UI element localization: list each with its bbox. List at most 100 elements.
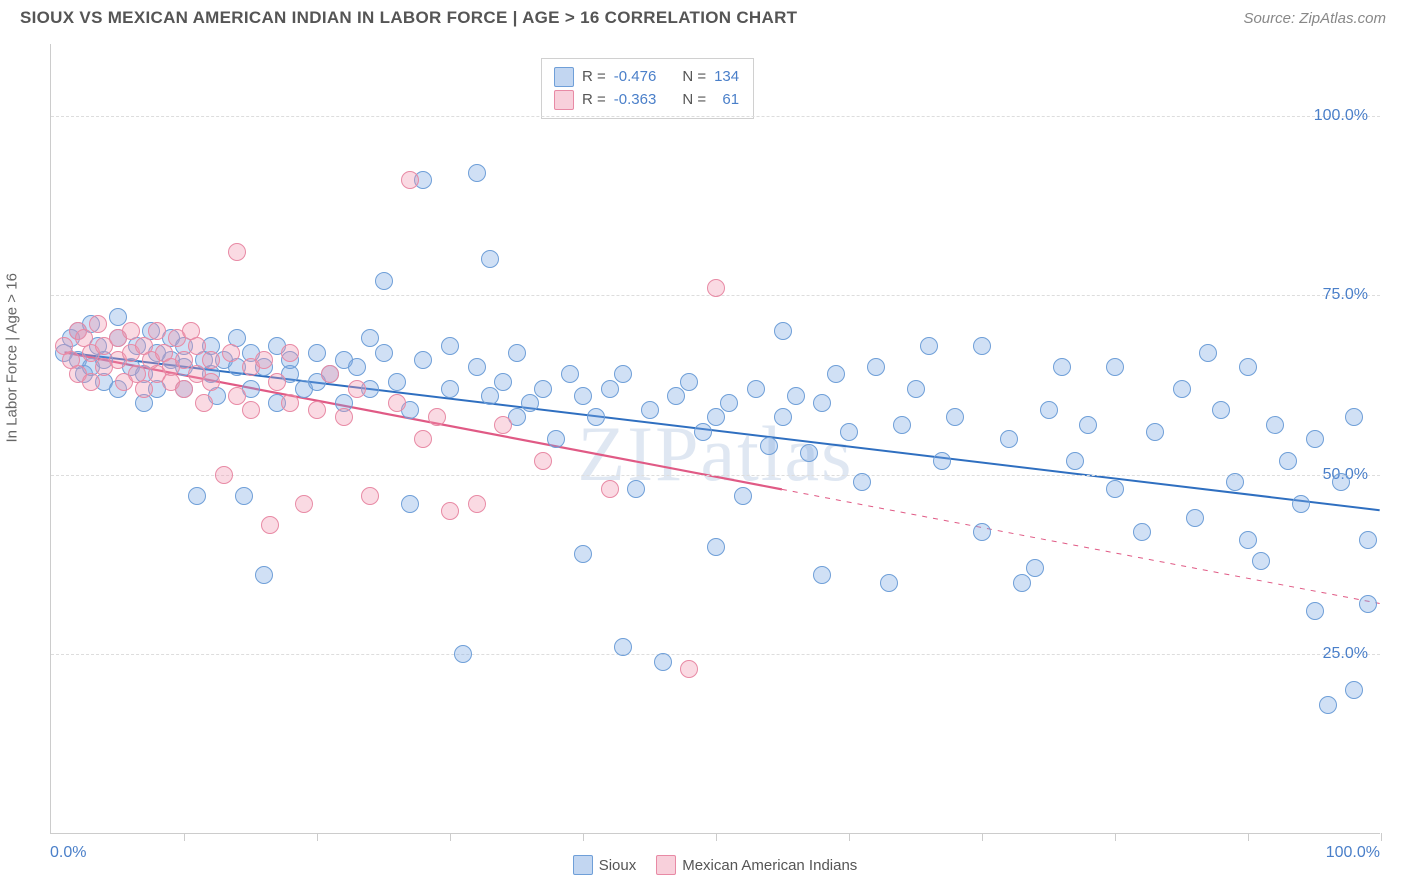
data-point (281, 344, 299, 362)
data-point (481, 250, 499, 268)
x-tick (450, 833, 451, 841)
data-point (361, 487, 379, 505)
data-point (534, 452, 552, 470)
data-point (89, 315, 107, 333)
legend-label: Mexican American Indians (682, 857, 857, 874)
data-point (428, 408, 446, 426)
data-point (109, 308, 127, 326)
data-point (893, 416, 911, 434)
data-point (1239, 358, 1257, 376)
legend-label: Sioux (599, 857, 637, 874)
n-label: N = (682, 65, 706, 88)
trend-lines (51, 44, 1380, 833)
legend-item: Mexican American Indians (656, 855, 857, 875)
data-point (361, 329, 379, 347)
legend-item: Sioux (573, 855, 637, 875)
x-tick (1248, 833, 1249, 841)
data-point (281, 394, 299, 412)
gridline (51, 475, 1380, 476)
data-point (1319, 696, 1337, 714)
data-point (574, 387, 592, 405)
x-tick (583, 833, 584, 841)
data-point (414, 351, 432, 369)
data-point (1173, 380, 1191, 398)
data-point (321, 365, 339, 383)
data-point (880, 574, 898, 592)
chart-container: In Labor Force | Age > 16 ZIPatlas R =-0… (0, 34, 1406, 884)
data-point (414, 430, 432, 448)
data-point (122, 322, 140, 340)
data-point (587, 408, 605, 426)
data-point (720, 394, 738, 412)
x-tick (317, 833, 318, 841)
data-point (813, 566, 831, 584)
data-point (601, 380, 619, 398)
data-point (680, 373, 698, 391)
data-point (707, 408, 725, 426)
data-point (1199, 344, 1217, 362)
correlation-legend: R =-0.476N =134R =-0.363N = 61 (541, 58, 754, 119)
data-point (774, 322, 792, 340)
data-point (1252, 552, 1270, 570)
x-tick (1381, 833, 1382, 841)
data-point (494, 416, 512, 434)
data-point (867, 358, 885, 376)
data-point (202, 351, 220, 369)
data-point (375, 344, 393, 362)
legend-row: R =-0.363N = 61 (554, 88, 739, 111)
data-point (175, 380, 193, 398)
data-point (508, 344, 526, 362)
y-tick-label: 75.0% (1323, 286, 1368, 304)
data-point (1146, 423, 1164, 441)
gridline (51, 654, 1380, 655)
data-point (348, 380, 366, 398)
data-point (335, 408, 353, 426)
data-point (1186, 509, 1204, 527)
data-point (747, 380, 765, 398)
data-point (261, 516, 279, 534)
data-point (614, 365, 632, 383)
data-point (840, 423, 858, 441)
data-point (308, 344, 326, 362)
data-point (401, 171, 419, 189)
data-point (308, 401, 326, 419)
data-point (494, 373, 512, 391)
data-point (707, 538, 725, 556)
data-point (1306, 602, 1324, 620)
data-point (813, 394, 831, 412)
y-tick-label: 25.0% (1323, 645, 1368, 663)
x-tick (982, 833, 983, 841)
data-point (1133, 523, 1151, 541)
legend-swatch (573, 855, 593, 875)
data-point (547, 430, 565, 448)
data-point (268, 373, 286, 391)
data-point (468, 358, 486, 376)
data-point (973, 523, 991, 541)
legend-swatch (656, 855, 676, 875)
data-point (627, 480, 645, 498)
data-point (1079, 416, 1097, 434)
plot-area: ZIPatlas R =-0.476N =134R =-0.363N = 61 … (50, 44, 1380, 834)
data-point (1345, 681, 1363, 699)
data-point (388, 394, 406, 412)
data-point (228, 387, 246, 405)
r-label: R = (582, 88, 606, 111)
data-point (441, 502, 459, 520)
data-point (401, 495, 419, 513)
data-point (601, 480, 619, 498)
data-point (1053, 358, 1071, 376)
x-tick (849, 833, 850, 841)
data-point (1040, 401, 1058, 419)
data-point (933, 452, 951, 470)
data-point (135, 380, 153, 398)
data-point (195, 394, 213, 412)
data-point (920, 337, 938, 355)
data-point (1306, 430, 1324, 448)
data-point (454, 645, 472, 663)
data-point (222, 344, 240, 362)
data-point (375, 272, 393, 290)
chart-header: SIOUX VS MEXICAN AMERICAN INDIAN IN LABO… (0, 0, 1406, 34)
data-point (734, 487, 752, 505)
y-axis-title: In Labor Force | Age > 16 (4, 273, 21, 442)
r-label: R = (582, 65, 606, 88)
